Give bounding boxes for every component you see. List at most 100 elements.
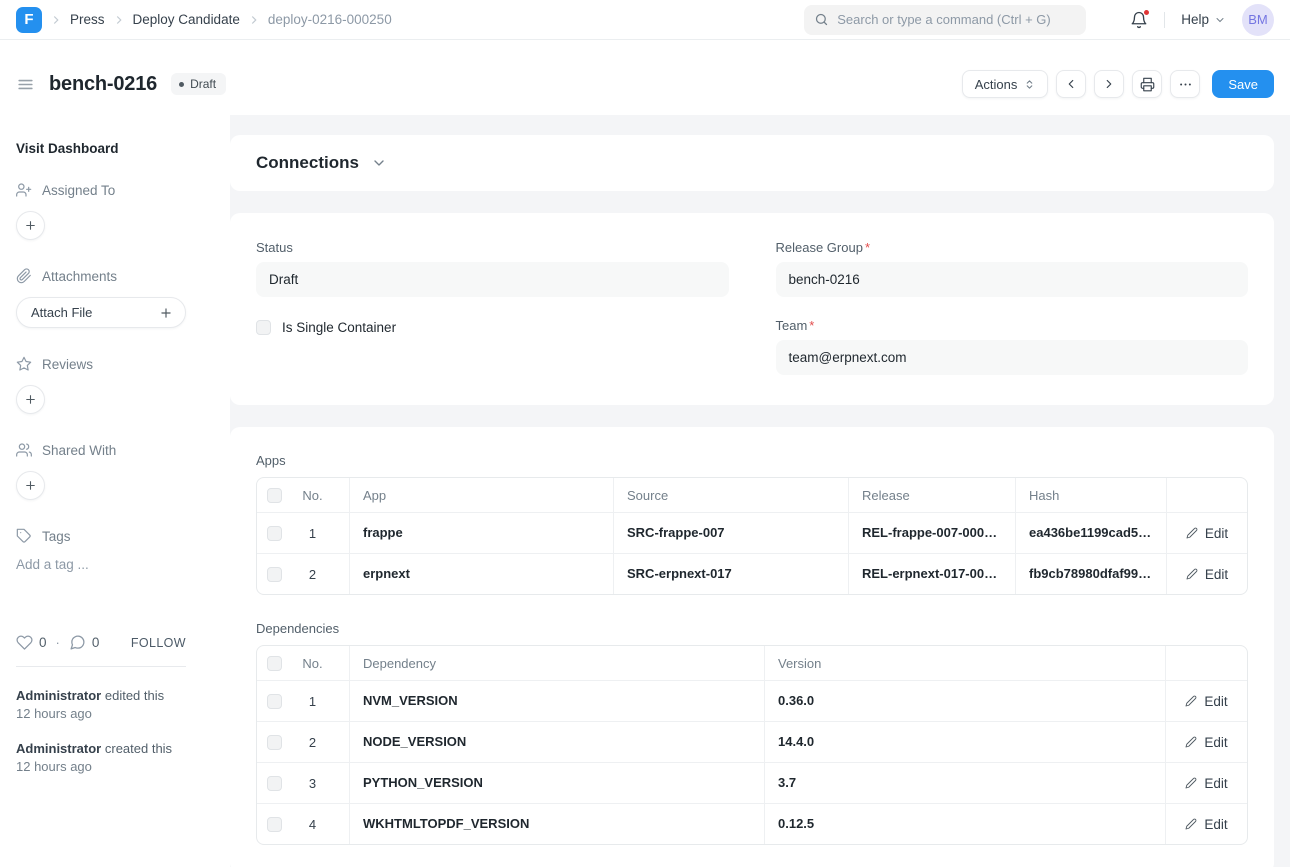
plus-icon — [24, 219, 37, 232]
table-row[interactable]: 1 frappe SRC-frappe-007 REL-frappe-007-0… — [257, 512, 1247, 553]
version-cell[interactable]: 0.36.0 — [764, 681, 1165, 721]
dependency-value: WKHTMLTOPDF_VERSION — [363, 816, 530, 831]
row-checkbox[interactable] — [267, 775, 282, 791]
activity-time: 12 hours ago — [16, 759, 92, 774]
reviews-label: Reviews — [42, 356, 94, 372]
release-group-input[interactable]: bench-0216 — [775, 262, 1248, 297]
print-button[interactable] — [1132, 70, 1163, 98]
table-row[interactable]: 1 NVM_VERSION 0.36.0 Edit — [257, 680, 1247, 721]
pencil-icon — [1186, 527, 1198, 539]
notifications-button[interactable] — [1130, 8, 1151, 29]
details-section: Status Draft Is Single Container Release… — [230, 213, 1274, 405]
add-review-button[interactable] — [16, 385, 45, 414]
next-document-button[interactable] — [1094, 70, 1125, 98]
source-cell[interactable]: SRC-erpnext-017 — [613, 554, 848, 594]
activity-user[interactable]: Administrator — [16, 741, 102, 756]
table-row[interactable]: 2 NODE_VERSION 14.4.0 Edit — [257, 721, 1247, 762]
add-assignment-button[interactable] — [16, 211, 45, 240]
add-tag-input[interactable]: Add a tag ... — [16, 557, 89, 572]
is-single-container-field[interactable]: Is Single Container — [256, 320, 729, 335]
app-cell[interactable]: frappe — [349, 513, 613, 553]
form-body: Connections Status Draft Is Single Conta… — [230, 115, 1290, 867]
hash-cell[interactable]: fb9cb78980dfaf9989… — [1015, 554, 1166, 594]
table-row[interactable]: 2 erpnext SRC-erpnext-017 REL-erpnext-01… — [257, 553, 1247, 594]
team-field: Team * team@erpnext.com — [775, 318, 1248, 375]
edit-row-button[interactable]: Edit — [1177, 772, 1235, 795]
source-cell[interactable]: SRC-frappe-007 — [613, 513, 848, 553]
is-single-container-checkbox[interactable] — [256, 320, 271, 335]
breadcrumb-press[interactable]: Press — [70, 12, 105, 27]
version-cell[interactable]: 3.7 — [764, 763, 1165, 803]
tags-label: Tags — [42, 528, 71, 544]
version-cell[interactable]: 0.12.5 — [764, 804, 1165, 844]
status-input[interactable]: Draft — [256, 262, 729, 297]
more-options-button[interactable] — [1170, 70, 1201, 98]
dependency-cell[interactable]: NODE_VERSION — [349, 722, 764, 762]
dependency-cell[interactable]: NVM_VERSION — [349, 681, 764, 721]
plus-icon — [24, 479, 37, 492]
row-checkbox[interactable] — [267, 734, 282, 750]
edit-cell: Edit — [1165, 722, 1247, 762]
team-label-text: Team — [775, 318, 808, 333]
global-search[interactable] — [804, 4, 1087, 35]
body-layout: Visit Dashboard Assigned To Attachments … — [0, 115, 1290, 867]
status-field: Status Draft — [256, 240, 729, 297]
user-avatar[interactable]: BM — [1242, 3, 1274, 36]
breadcrumb-deploy-candidate[interactable]: Deploy Candidate — [132, 12, 240, 27]
search-input[interactable] — [837, 12, 1077, 27]
help-menu[interactable]: Help — [1181, 12, 1226, 27]
release-cell[interactable]: REL-frappe-007-0000… — [848, 513, 1015, 553]
activity-created: Administrator created this 12 hours ago — [16, 740, 186, 776]
heart-icon[interactable] — [16, 634, 33, 651]
edit-row-button[interactable]: Edit — [1177, 813, 1235, 836]
edit-row-button[interactable]: Edit — [1178, 563, 1236, 586]
follow-button[interactable]: FOLLOW — [130, 635, 186, 650]
edit-row-button[interactable]: Edit — [1177, 690, 1235, 713]
dependency-cell[interactable]: WKHTMLTOPDF_VERSION — [349, 804, 764, 844]
pencil-icon — [1185, 818, 1197, 830]
release-value: REL-erpnext-017-000… — [862, 566, 1002, 581]
chevron-left-icon — [1064, 77, 1078, 91]
source-value: SRC-erpnext-017 — [627, 566, 732, 581]
attach-file-button[interactable]: Attach File — [16, 297, 186, 328]
activity-edited: Administrator edited this 12 hours ago — [16, 687, 186, 723]
release-cell[interactable]: REL-erpnext-017-000… — [848, 554, 1015, 594]
hash-cell[interactable]: ea436be1199cad5d8f… — [1015, 513, 1166, 553]
actions-button[interactable]: Actions — [961, 70, 1049, 98]
row-checkbox[interactable] — [267, 693, 282, 709]
edit-row-button[interactable]: Edit — [1178, 522, 1236, 545]
save-button[interactable]: Save — [1212, 70, 1274, 98]
chevron-right-icon — [1102, 77, 1116, 91]
select-all-checkbox[interactable] — [267, 655, 282, 671]
header-actions: Actions Save — [961, 70, 1274, 98]
visit-dashboard-link[interactable]: Visit Dashboard — [16, 141, 119, 156]
chevron-right-icon — [49, 13, 63, 27]
team-input[interactable]: team@erpnext.com — [775, 340, 1248, 375]
connections-section[interactable]: Connections — [230, 135, 1274, 191]
row-checkbox[interactable] — [267, 566, 282, 582]
breadcrumb-current: deploy-0216-000250 — [267, 12, 392, 27]
tag-icon — [16, 528, 32, 544]
activity-user[interactable]: Administrator — [16, 688, 102, 703]
apps-table-header: No. App Source Release Hash — [257, 478, 1247, 512]
shared-with-section: Shared With — [16, 442, 186, 458]
dependency-cell[interactable]: PYTHON_VERSION — [349, 763, 764, 803]
frappe-logo[interactable]: F — [16, 6, 42, 33]
select-all-checkbox[interactable] — [267, 487, 282, 503]
version-cell[interactable]: 14.4.0 — [764, 722, 1165, 762]
edit-row-button[interactable]: Edit — [1177, 731, 1235, 754]
app-cell[interactable]: erpnext — [349, 554, 613, 594]
row-checkbox[interactable] — [267, 525, 282, 541]
comment-icon[interactable] — [69, 634, 86, 651]
row-checkbox[interactable] — [267, 816, 282, 832]
version-value: 0.36.0 — [778, 693, 815, 708]
apps-table: No. App Source Release Hash 1 frappe SRC… — [256, 477, 1248, 595]
table-row[interactable]: 4 WKHTMLTOPDF_VERSION 0.12.5 Edit — [257, 803, 1247, 844]
previous-document-button[interactable] — [1056, 70, 1087, 98]
sidebar-toggle-button[interactable] — [16, 75, 35, 94]
table-row[interactable]: 3 PYTHON_VERSION 3.7 Edit — [257, 762, 1247, 803]
edit-cell: Edit — [1166, 513, 1247, 553]
printer-icon — [1140, 77, 1155, 92]
add-share-button[interactable] — [16, 471, 45, 500]
bell-icon — [1130, 11, 1148, 29]
